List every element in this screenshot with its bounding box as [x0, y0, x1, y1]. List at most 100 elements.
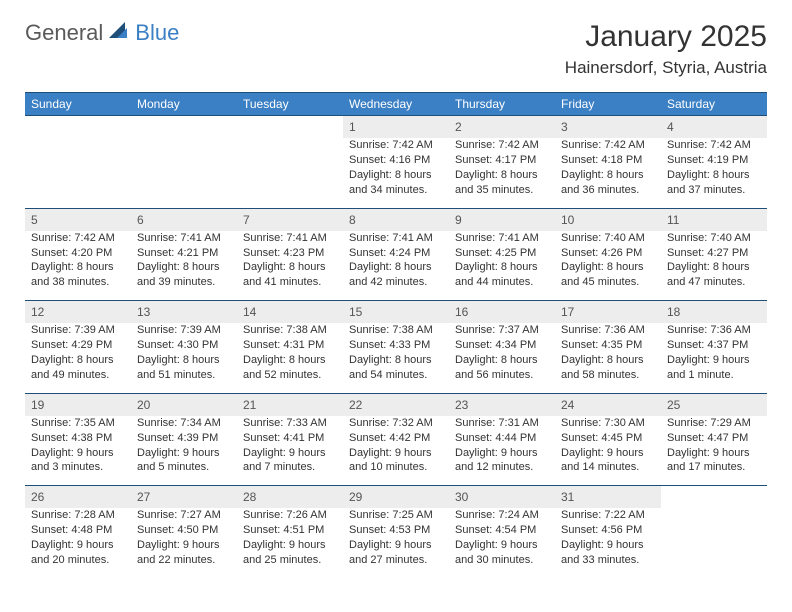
daynum-row: 567891011: [25, 208, 767, 231]
daynum-row: 19202122232425: [25, 393, 767, 416]
info-row: Sunrise: 7:42 AMSunset: 4:20 PMDaylight:…: [25, 231, 767, 301]
daylight-text: and 25 minutes.: [243, 553, 337, 568]
calendar-table: Sunday Monday Tuesday Wednesday Thursday…: [25, 92, 767, 578]
sunset-text: Sunset: 4:25 PM: [455, 246, 549, 261]
day-header: Tuesday: [237, 93, 343, 116]
info-row: Sunrise: 7:42 AMSunset: 4:16 PMDaylight:…: [25, 138, 767, 208]
daylight-text: and 52 minutes.: [243, 368, 337, 383]
daylight-text: Daylight: 9 hours: [137, 538, 231, 553]
daylight-text: Daylight: 9 hours: [349, 446, 443, 461]
daylight-text: Daylight: 8 hours: [349, 353, 443, 368]
day-number-cell: 8: [343, 208, 449, 231]
day-info-cell: Sunrise: 7:36 AMSunset: 4:35 PMDaylight:…: [555, 323, 661, 393]
sunset-text: Sunset: 4:38 PM: [31, 431, 125, 446]
day-number: 15: [349, 305, 362, 319]
header: General Blue January 2025 Hainersdorf, S…: [25, 20, 767, 78]
daylight-text: and 56 minutes.: [455, 368, 549, 383]
daylight-text: and 27 minutes.: [349, 553, 443, 568]
daylight-text: Daylight: 8 hours: [455, 168, 549, 183]
sunrise-text: Sunrise: 7:31 AM: [455, 416, 549, 431]
daylight-text: Daylight: 8 hours: [243, 353, 337, 368]
day-header: Thursday: [449, 93, 555, 116]
day-number: 1: [349, 120, 356, 134]
day-info-cell: Sunrise: 7:37 AMSunset: 4:34 PMDaylight:…: [449, 323, 555, 393]
daylight-text: Daylight: 9 hours: [31, 538, 125, 553]
day-info-cell: Sunrise: 7:41 AMSunset: 4:21 PMDaylight:…: [131, 231, 237, 301]
day-info-cell: Sunrise: 7:38 AMSunset: 4:33 PMDaylight:…: [343, 323, 449, 393]
day-number-cell: 14: [237, 301, 343, 324]
month-title: January 2025: [565, 20, 767, 54]
sunset-text: Sunset: 4:27 PM: [667, 246, 761, 261]
day-info-cell: Sunrise: 7:39 AMSunset: 4:30 PMDaylight:…: [131, 323, 237, 393]
day-info-cell: Sunrise: 7:34 AMSunset: 4:39 PMDaylight:…: [131, 416, 237, 486]
day-info-cell: [131, 138, 237, 208]
sunrise-text: Sunrise: 7:41 AM: [349, 231, 443, 246]
day-number-cell: [661, 486, 767, 509]
day-number-cell: 16: [449, 301, 555, 324]
day-number: 8: [349, 213, 356, 227]
sunrise-text: Sunrise: 7:36 AM: [561, 323, 655, 338]
day-number-cell: 15: [343, 301, 449, 324]
sunrise-text: Sunrise: 7:41 AM: [137, 231, 231, 246]
day-info-cell: Sunrise: 7:25 AMSunset: 4:53 PMDaylight:…: [343, 508, 449, 577]
day-number-cell: 27: [131, 486, 237, 509]
daylight-text: Daylight: 9 hours: [667, 353, 761, 368]
daylight-text: Daylight: 8 hours: [243, 260, 337, 275]
daylight-text: and 47 minutes.: [667, 275, 761, 290]
daylight-text: and 1 minute.: [667, 368, 761, 383]
daylight-text: Daylight: 9 hours: [137, 446, 231, 461]
day-number: 9: [455, 213, 462, 227]
sunset-text: Sunset: 4:35 PM: [561, 338, 655, 353]
sunset-text: Sunset: 4:42 PM: [349, 431, 443, 446]
day-number: 6: [137, 213, 144, 227]
sunset-text: Sunset: 4:31 PM: [243, 338, 337, 353]
sunrise-text: Sunrise: 7:36 AM: [667, 323, 761, 338]
daylight-text: Daylight: 8 hours: [561, 168, 655, 183]
day-number-cell: 24: [555, 393, 661, 416]
day-number-cell: 26: [25, 486, 131, 509]
day-number-cell: 19: [25, 393, 131, 416]
day-header: Saturday: [661, 93, 767, 116]
daylight-text: Daylight: 9 hours: [349, 538, 443, 553]
sunset-text: Sunset: 4:56 PM: [561, 523, 655, 538]
day-info-cell: Sunrise: 7:42 AMSunset: 4:18 PMDaylight:…: [555, 138, 661, 208]
sunrise-text: Sunrise: 7:25 AM: [349, 508, 443, 523]
daylight-text: and 33 minutes.: [561, 553, 655, 568]
sunset-text: Sunset: 4:41 PM: [243, 431, 337, 446]
sunset-text: Sunset: 4:30 PM: [137, 338, 231, 353]
sunrise-text: Sunrise: 7:26 AM: [243, 508, 337, 523]
sunrise-text: Sunrise: 7:28 AM: [31, 508, 125, 523]
day-header: Wednesday: [343, 93, 449, 116]
day-header: Friday: [555, 93, 661, 116]
day-number-cell: [25, 116, 131, 139]
sunrise-text: Sunrise: 7:29 AM: [667, 416, 761, 431]
sunrise-text: Sunrise: 7:22 AM: [561, 508, 655, 523]
day-number-cell: [131, 116, 237, 139]
daylight-text: Daylight: 9 hours: [243, 446, 337, 461]
daylight-text: Daylight: 9 hours: [455, 446, 549, 461]
info-row: Sunrise: 7:35 AMSunset: 4:38 PMDaylight:…: [25, 416, 767, 486]
daylight-text: and 12 minutes.: [455, 460, 549, 475]
daylight-text: Daylight: 8 hours: [31, 353, 125, 368]
day-number-cell: 13: [131, 301, 237, 324]
day-info-cell: Sunrise: 7:42 AMSunset: 4:16 PMDaylight:…: [343, 138, 449, 208]
day-number: 19: [31, 398, 44, 412]
daylight-text: and 10 minutes.: [349, 460, 443, 475]
day-number-cell: 12: [25, 301, 131, 324]
daynum-row: 262728293031: [25, 486, 767, 509]
sunrise-text: Sunrise: 7:42 AM: [667, 138, 761, 153]
daylight-text: Daylight: 9 hours: [667, 446, 761, 461]
day-info-cell: [25, 138, 131, 208]
sunset-text: Sunset: 4:26 PM: [561, 246, 655, 261]
sunset-text: Sunset: 4:45 PM: [561, 431, 655, 446]
sunrise-text: Sunrise: 7:34 AM: [137, 416, 231, 431]
sunset-text: Sunset: 4:39 PM: [137, 431, 231, 446]
daylight-text: Daylight: 9 hours: [561, 446, 655, 461]
location: Hainersdorf, Styria, Austria: [565, 58, 767, 78]
title-block: January 2025 Hainersdorf, Styria, Austri…: [565, 20, 767, 78]
daylight-text: and 20 minutes.: [31, 553, 125, 568]
daylight-text: Daylight: 8 hours: [455, 260, 549, 275]
day-number-cell: 11: [661, 208, 767, 231]
sunrise-text: Sunrise: 7:33 AM: [243, 416, 337, 431]
day-info-cell: Sunrise: 7:40 AMSunset: 4:26 PMDaylight:…: [555, 231, 661, 301]
